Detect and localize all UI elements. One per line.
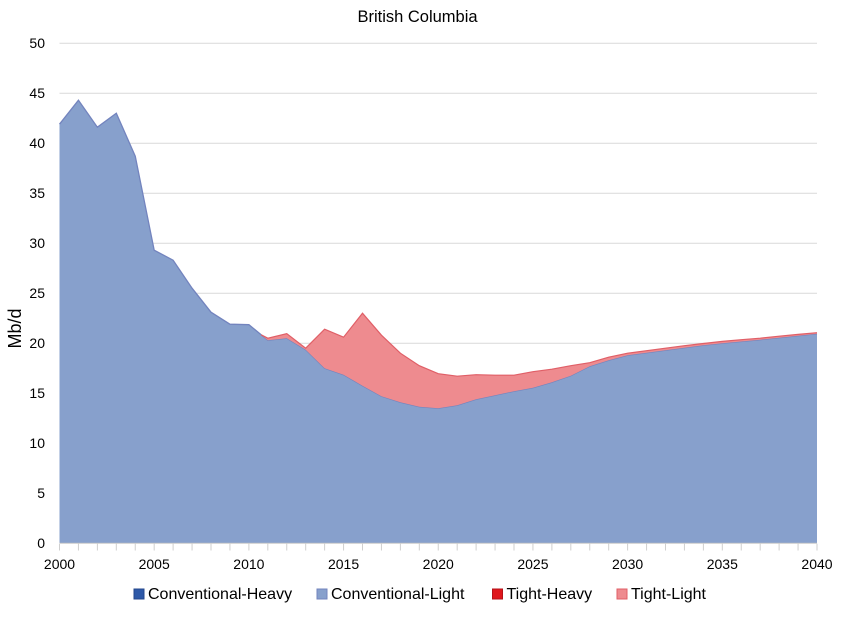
svg-text:35: 35 <box>29 185 45 201</box>
svg-text:Conventional-Heavy: Conventional-Heavy <box>148 586 292 603</box>
svg-text:2035: 2035 <box>707 556 738 572</box>
svg-text:2020: 2020 <box>423 556 454 572</box>
svg-text:Tight-Heavy: Tight-Heavy <box>507 586 593 603</box>
svg-text:2030: 2030 <box>612 556 643 572</box>
svg-text:2040: 2040 <box>801 556 832 572</box>
svg-text:40: 40 <box>29 135 45 151</box>
svg-text:50: 50 <box>29 35 45 51</box>
svg-text:2010: 2010 <box>233 556 264 572</box>
svg-text:0: 0 <box>37 535 45 551</box>
svg-text:20: 20 <box>29 335 45 351</box>
svg-text:2015: 2015 <box>328 556 359 572</box>
svg-text:Mb/d: Mb/d <box>5 308 25 348</box>
svg-text:2000: 2000 <box>44 556 75 572</box>
svg-text:30: 30 <box>29 235 45 251</box>
svg-text:5: 5 <box>37 485 45 501</box>
svg-text:Tight-Light: Tight-Light <box>631 586 707 603</box>
svg-text:15: 15 <box>29 385 45 401</box>
svg-text:45: 45 <box>29 85 45 101</box>
svg-text:2025: 2025 <box>517 556 548 572</box>
svg-text:10: 10 <box>29 435 45 451</box>
svg-text:Conventional-Light: Conventional-Light <box>331 586 465 603</box>
svg-text:25: 25 <box>29 285 45 301</box>
svg-text:2005: 2005 <box>139 556 170 572</box>
svg-text:British Columbia: British Columbia <box>357 8 478 26</box>
